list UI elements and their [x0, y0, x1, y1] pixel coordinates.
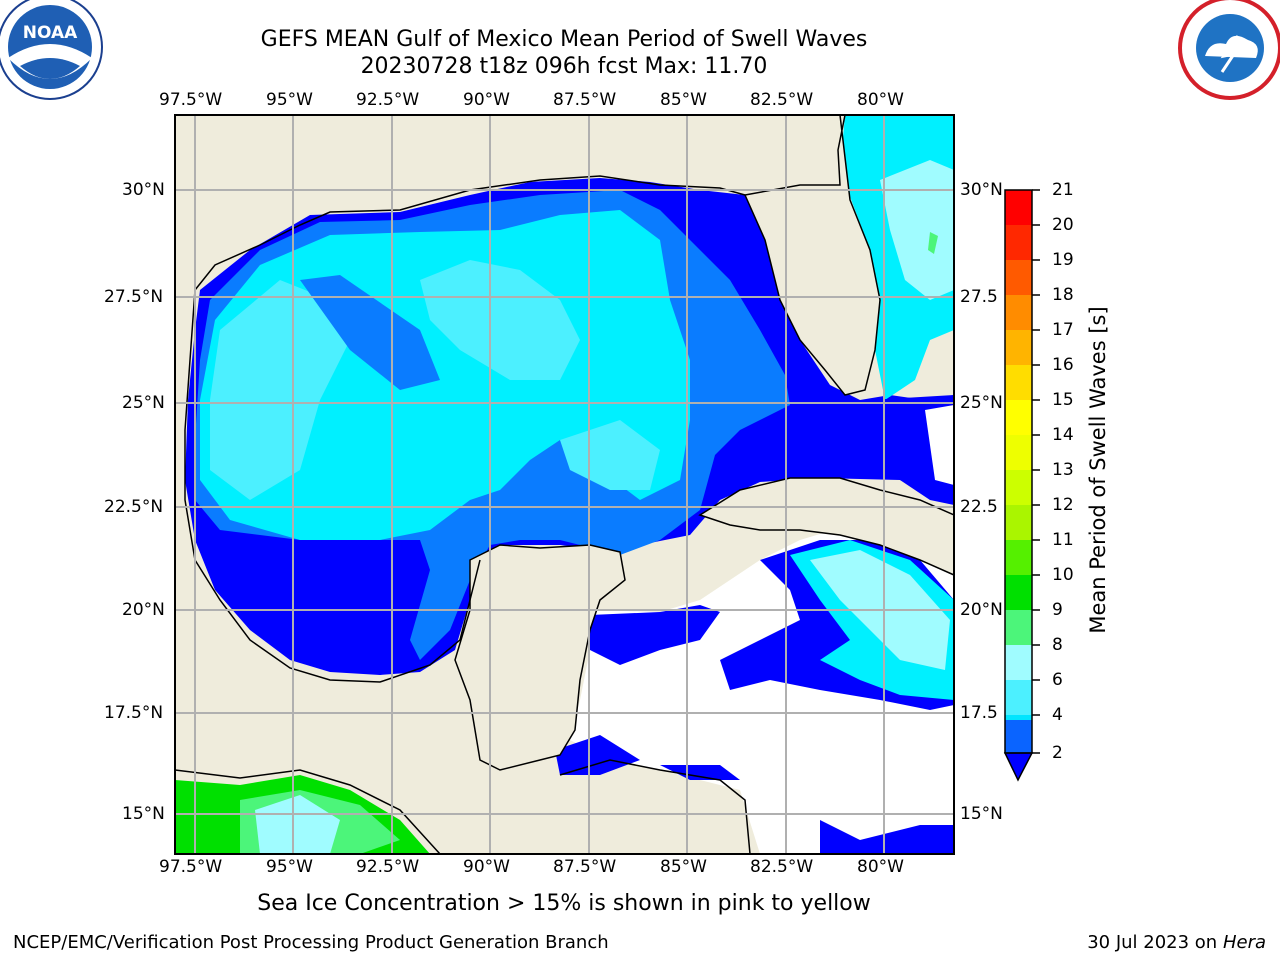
nws-logo — [1178, 0, 1280, 100]
colorbar-tick: 20 — [1052, 215, 1074, 235]
footer-date: 30 Jul 2023 on Hera — [1087, 932, 1266, 953]
lat-tick-left: 27.5°N — [104, 287, 164, 307]
lon-tick-bottom: 92.5°W — [356, 857, 420, 877]
colorbar-tick: 6 — [1052, 670, 1063, 690]
lat-tick-right: 25°N — [960, 393, 1003, 413]
lon-tick-top: 87.5°W — [553, 90, 617, 110]
colorbar-tick: 13 — [1052, 460, 1074, 480]
lat-tick-right: 27.5 — [960, 287, 998, 307]
light-cyan-patch — [420, 260, 580, 380]
lon-tick-top: 82.5°W — [750, 90, 814, 110]
colorbar — [1003, 189, 1040, 782]
colorbar-tick: 21 — [1052, 180, 1074, 200]
lon-tick-bottom: 90°W — [463, 857, 510, 877]
lon-tick-bottom: 80°W — [857, 857, 904, 877]
caribbean-blue-band — [820, 820, 954, 854]
noaa-logo: NOAA — [0, 0, 103, 100]
colorbar-tick: 15 — [1052, 390, 1074, 410]
lon-tick-top: 92.5°W — [356, 90, 420, 110]
cuba-land — [698, 477, 954, 576]
colorbar-tick: 10 — [1052, 565, 1074, 585]
central-america-coastline — [175, 769, 441, 854]
lat-tick-right: 22.5 — [960, 497, 998, 517]
lon-tick-bottom: 87.5°W — [553, 857, 617, 877]
colorbar-tick: 12 — [1052, 495, 1074, 515]
colorbar-tick: 16 — [1052, 355, 1074, 375]
colorbar-title: Mean Period of Swell Waves [s] — [1086, 306, 1110, 634]
lon-tick-bottom: 82.5°W — [750, 857, 814, 877]
noaa-logo-text: NOAA — [23, 23, 78, 43]
map-subtitle: 20230728 t18z 096h fcst Max: 11.70 — [360, 54, 768, 79]
lat-tick-left: 20°N — [122, 600, 165, 620]
lat-tick-right: 17.5 — [960, 703, 998, 723]
atlantic-green-spot — [928, 232, 938, 254]
light-cyan-patch — [560, 420, 660, 490]
lon-tick-bottom: 95°W — [266, 857, 313, 877]
lon-tick-top: 95°W — [266, 90, 313, 110]
colorbar-tick: 19 — [1052, 250, 1074, 270]
colorbar-tick: 11 — [1052, 530, 1074, 550]
lat-tick-left: 25°N — [122, 393, 165, 413]
lon-tick-top: 80°W — [857, 90, 904, 110]
footer-org: NCEP/EMC/Verification Post Processing Pr… — [13, 932, 609, 953]
dark-blue-spot — [300, 275, 440, 390]
florida-land — [743, 115, 881, 396]
gridlines — [175, 115, 954, 854]
map-frame — [174, 114, 955, 855]
lat-tick-left: 30°N — [122, 180, 165, 200]
colorbar-tick: 17 — [1052, 320, 1074, 340]
colorbar-tick: 4 — [1052, 705, 1063, 725]
lat-tick-left: 22.5°N — [104, 497, 164, 517]
lon-tick-bottom: 97.5°W — [159, 857, 223, 877]
lon-tick-top: 85°W — [660, 90, 707, 110]
sea-ice-note: Sea Ice Concentration > 15% is shown in … — [257, 891, 871, 916]
lat-tick-right: 20°N — [960, 600, 1003, 620]
caribbean-blue-band — [660, 765, 740, 780]
us-coastline — [194, 175, 746, 291]
colorbar-tick: 2 — [1052, 743, 1063, 763]
light-cyan-patch — [210, 280, 350, 500]
colorbar-tick: 18 — [1052, 285, 1074, 305]
lat-tick-right: 15°N — [960, 804, 1003, 824]
lon-tick-top: 97.5°W — [159, 90, 223, 110]
map-title: GEFS MEAN Gulf of Mexico Mean Period of … — [260, 27, 868, 52]
colorbar-tick: 9 — [1052, 600, 1063, 620]
lon-tick-top: 90°W — [463, 90, 510, 110]
atlantic-light-region — [880, 160, 954, 300]
mexico-coastline — [184, 289, 481, 683]
lat-tick-left: 15°N — [122, 804, 165, 824]
colorbar-tick: 8 — [1052, 635, 1063, 655]
lat-tick-right: 30°N — [960, 180, 1003, 200]
footer-host: Hera — [1222, 932, 1266, 953]
caribbean-blue-band — [555, 735, 640, 775]
atlantic-white-patch — [925, 405, 954, 485]
pacific-cyan-region — [255, 795, 340, 854]
honduras-coastline — [559, 759, 751, 854]
footer-date-text: 30 Jul 2023 on — [1087, 932, 1223, 953]
lat-tick-left: 17.5°N — [104, 703, 164, 723]
map-area — [175, 115, 954, 854]
colorbar-tick: 14 — [1052, 425, 1074, 445]
lon-tick-bottom: 85°W — [660, 857, 707, 877]
